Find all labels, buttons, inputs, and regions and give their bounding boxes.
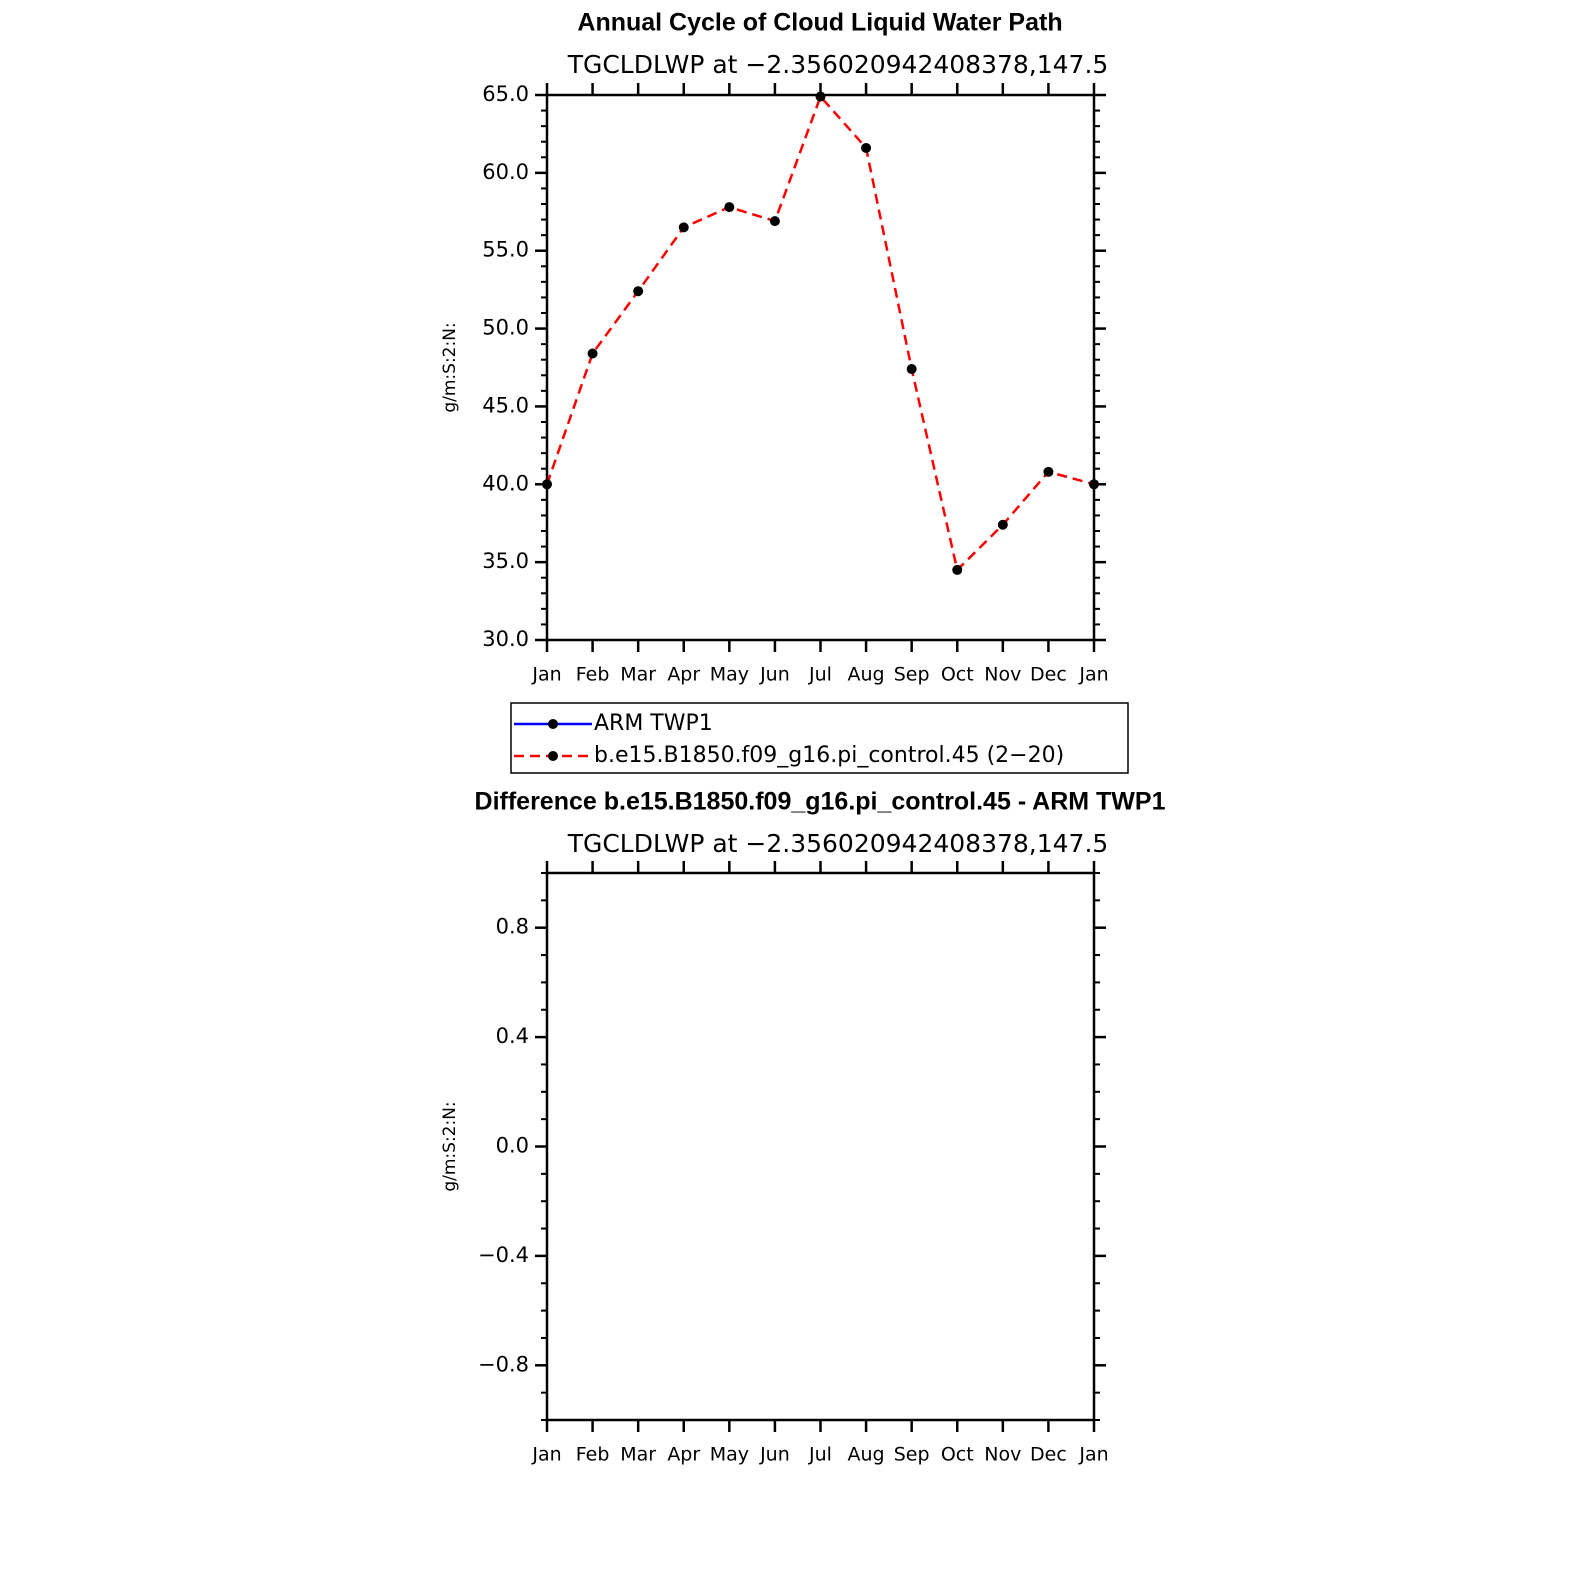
x-tick-label: Apr bbox=[667, 1444, 700, 1466]
y-tick-label: 30.0 bbox=[482, 627, 529, 651]
x-tick-label: Oct bbox=[941, 664, 974, 686]
x-tick-label: Jul bbox=[808, 1444, 832, 1466]
y-tick-label: 40.0 bbox=[482, 471, 529, 495]
data-point bbox=[952, 564, 963, 575]
data-point bbox=[815, 91, 826, 102]
data-point bbox=[1089, 479, 1099, 490]
data-point bbox=[678, 222, 689, 233]
data-point bbox=[724, 202, 735, 213]
x-tick-label: May bbox=[710, 1444, 749, 1466]
x-tick-label: Feb bbox=[576, 664, 610, 686]
x-tick-label: Jan bbox=[531, 664, 561, 686]
x-tick-label: Jun bbox=[759, 664, 790, 686]
data-point bbox=[769, 216, 780, 227]
series-line bbox=[545, 94, 1095, 573]
x-tick-label: Oct bbox=[941, 1444, 974, 1466]
data-point bbox=[542, 479, 552, 490]
data-point bbox=[1043, 466, 1054, 477]
plot-frame bbox=[545, 93, 1096, 642]
x-tick-label: Mar bbox=[620, 1444, 656, 1466]
y-axis-label: g/m:S:2:N: bbox=[440, 322, 460, 412]
y-tick-label: 45.0 bbox=[482, 393, 529, 417]
y-tick-label: 60.0 bbox=[482, 160, 529, 184]
plot-frame bbox=[545, 871, 1096, 1422]
y-tick-label: 35.0 bbox=[482, 549, 529, 573]
data-point bbox=[906, 364, 917, 375]
data-point bbox=[633, 286, 644, 297]
y-tick-label: 65.0 bbox=[482, 82, 529, 106]
x-tick-label: Mar bbox=[620, 664, 656, 686]
data-point bbox=[997, 519, 1008, 530]
chart-title: Difference b.e15.B1850.f09_g16.pi_contro… bbox=[475, 788, 1166, 816]
legend-marker bbox=[548, 719, 558, 729]
x-tick-label: May bbox=[710, 664, 749, 686]
x-tick-label: Dec bbox=[1030, 664, 1067, 686]
x-tick-label: Sep bbox=[894, 1444, 930, 1466]
x-tick-label: Jan bbox=[531, 1444, 561, 1466]
chart-subtitle: TGCLDLWP at −2.356020942408378,147.5 bbox=[567, 50, 1109, 79]
x-tick-label: Jun bbox=[759, 1444, 790, 1466]
legend-box bbox=[510, 702, 1129, 774]
x-tick-label: Dec bbox=[1030, 1444, 1067, 1466]
x-tick-label: Apr bbox=[667, 664, 700, 686]
x-tick-label: Aug bbox=[848, 1444, 885, 1466]
y-tick-label: 0.0 bbox=[496, 1134, 529, 1158]
y-tick-label: −0.4 bbox=[478, 1243, 529, 1267]
chart-title: Annual Cycle of Cloud Liquid Water Path bbox=[577, 9, 1062, 37]
legend-label: ARM TWP1 bbox=[594, 711, 713, 736]
x-tick-label: Sep bbox=[894, 664, 930, 686]
y-tick-label: 50.0 bbox=[482, 316, 529, 340]
x-tick-label: Jul bbox=[808, 664, 832, 686]
chart-subtitle: TGCLDLWP at −2.356020942408378,147.5 bbox=[567, 829, 1109, 858]
y-tick-label: 0.4 bbox=[496, 1024, 529, 1048]
x-tick-label: Aug bbox=[848, 664, 885, 686]
x-tick-label: Nov bbox=[984, 664, 1021, 686]
data-point bbox=[861, 142, 872, 153]
x-tick-label: Jan bbox=[1078, 1444, 1108, 1466]
legend-marker bbox=[548, 751, 558, 761]
y-tick-label: −0.8 bbox=[478, 1352, 529, 1376]
y-tick-label: 55.0 bbox=[482, 238, 529, 262]
data-point bbox=[587, 348, 598, 359]
y-axis-label: g/m:S:2:N: bbox=[440, 1101, 460, 1191]
legend-label: b.e15.B1850.f09_g16.pi_control.45 (2−20) bbox=[594, 743, 1064, 768]
y-tick-label: 0.8 bbox=[496, 915, 529, 939]
x-tick-label: Feb bbox=[576, 1444, 610, 1466]
x-tick-label: Nov bbox=[984, 1444, 1021, 1466]
x-tick-label: Jan bbox=[1078, 664, 1108, 686]
